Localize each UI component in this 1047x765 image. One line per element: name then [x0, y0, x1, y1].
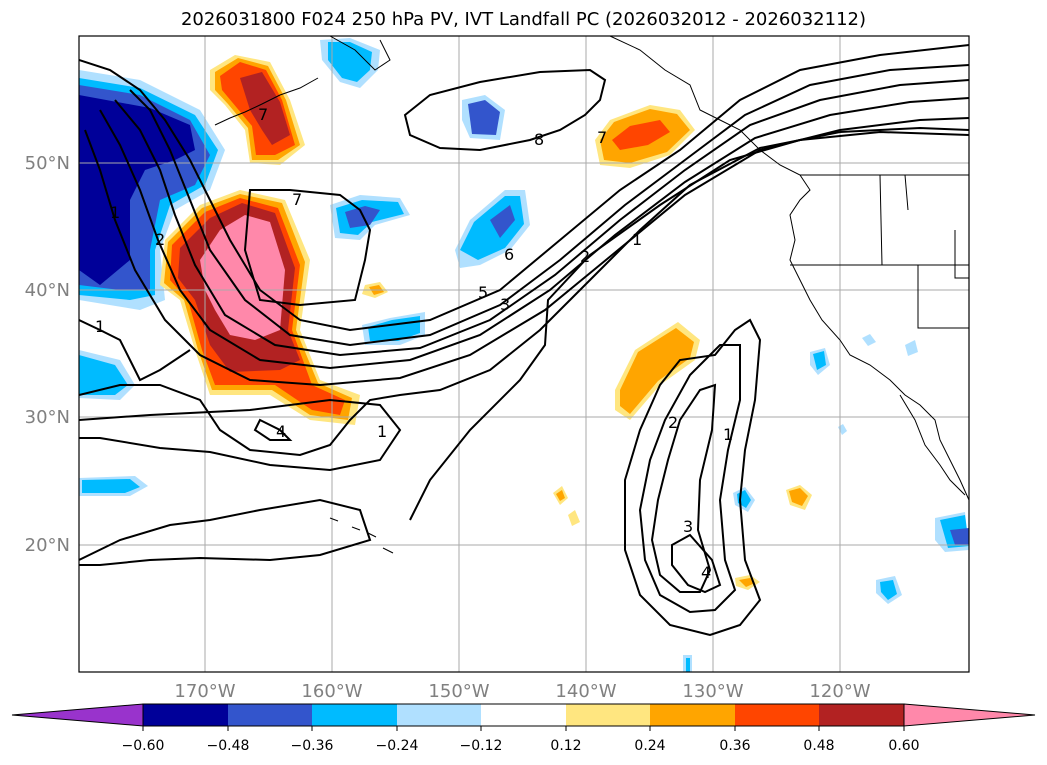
baja-coast — [899, 394, 966, 496]
contour-label-3: 3 — [500, 295, 510, 314]
colorbar-tick-label: −0.12 — [460, 738, 503, 754]
contour-label-2: 2 — [580, 247, 590, 266]
hawaii-islands — [329, 517, 394, 554]
aleutians — [214, 77, 319, 126]
lon-label-170w: 170°W — [174, 681, 235, 702]
contour-7-closed — [243, 189, 372, 307]
lon-label-140w: 140°W — [555, 681, 616, 702]
contour-label-6: 6 — [504, 245, 514, 264]
colorbar-segment — [312, 704, 397, 726]
colorbar: −0.60 −0.48 −0.36 −0.24 −0.12 0.12 0.24 … — [11, 703, 1036, 754]
contour-label-2: 2 — [155, 230, 165, 249]
contour-label-1: 1 — [723, 425, 733, 444]
map-title: 2026031800 F024 250 hPa PV, IVT Landfall… — [180, 9, 867, 30]
lat-label-30n: 30°N — [25, 407, 70, 428]
colorbar-extend-low — [11, 703, 144, 727]
lon-label-130w: 130°W — [682, 681, 743, 702]
colorbar-segment — [819, 704, 904, 726]
colorbar-tick-label: 0.60 — [888, 738, 919, 754]
contour-bend-large — [409, 130, 969, 521]
colorbar-tick-label: −0.36 — [291, 738, 334, 754]
contour-south-loop-1 — [624, 318, 762, 637]
contour-label-2: 2 — [668, 413, 678, 432]
contour-label-1: 1 — [632, 230, 642, 249]
lat-label-20n: 20°N — [25, 535, 70, 556]
lon-label-150w: 150°W — [428, 681, 489, 702]
longitude-labels: 170°W 160°W 150°W 140°W 130°W 120°W — [174, 681, 870, 702]
contour-label-7: 7 — [258, 105, 268, 124]
lon-label-120w: 120°W — [809, 681, 870, 702]
ivt-contours — [79, 44, 969, 637]
colorbar-segment — [228, 704, 312, 726]
colorbar-segment — [650, 704, 735, 726]
colorbar-tick-label: −0.24 — [376, 738, 419, 754]
lat-label-40n: 40°N — [25, 280, 70, 301]
latitude-labels: 50°N 40°N 30°N 20°N — [25, 153, 70, 556]
contour-label-8: 8 — [534, 130, 544, 149]
colorbar-tick-label: 0.12 — [550, 738, 581, 754]
colorbar-tick-label: 0.24 — [634, 738, 665, 754]
us-state-borders — [790, 174, 969, 329]
contour-labels: 8 7 7 7 6 5 3 2 2 1 1 1 4 1 2 1 3 4 — [95, 105, 733, 582]
colorbar-segment — [143, 704, 228, 726]
contour-1-loop — [79, 319, 372, 566]
colorbar-extend-high — [903, 703, 1036, 727]
contour-label-7: 7 — [292, 190, 302, 209]
contour-8-closed — [403, 68, 607, 152]
contour-1-outer — [79, 398, 402, 472]
colorbar-tick-label: 0.36 — [719, 738, 750, 754]
contour-outer-south — [79, 126, 969, 457]
coastlines — [214, 36, 969, 554]
colorbar-segment — [566, 704, 650, 726]
colorbar-tick-label: 0.48 — [803, 738, 834, 754]
colorbar-segment — [397, 704, 481, 726]
lat-label-50n: 50°N — [25, 153, 70, 174]
north-america-coast — [609, 36, 969, 501]
contour-label-3: 3 — [683, 517, 693, 536]
map-frame — [78, 35, 970, 673]
contour-label-7: 7 — [597, 128, 607, 147]
colorbar-segment — [735, 704, 819, 726]
colorbar-tick-label: −0.48 — [207, 738, 250, 754]
contour-label-4: 4 — [276, 422, 286, 441]
lon-label-160w: 160°W — [301, 681, 362, 702]
contour-label-1: 1 — [377, 422, 387, 441]
colorbar-tick-label: −0.60 — [122, 738, 165, 754]
alaska-coast — [329, 36, 391, 71]
contour-label-1: 1 — [110, 203, 120, 222]
contour-label-5: 5 — [478, 283, 488, 302]
colorbar-segment — [481, 704, 566, 726]
contour-label-4: 4 — [701, 563, 711, 582]
contour-label-1: 1 — [95, 317, 105, 336]
